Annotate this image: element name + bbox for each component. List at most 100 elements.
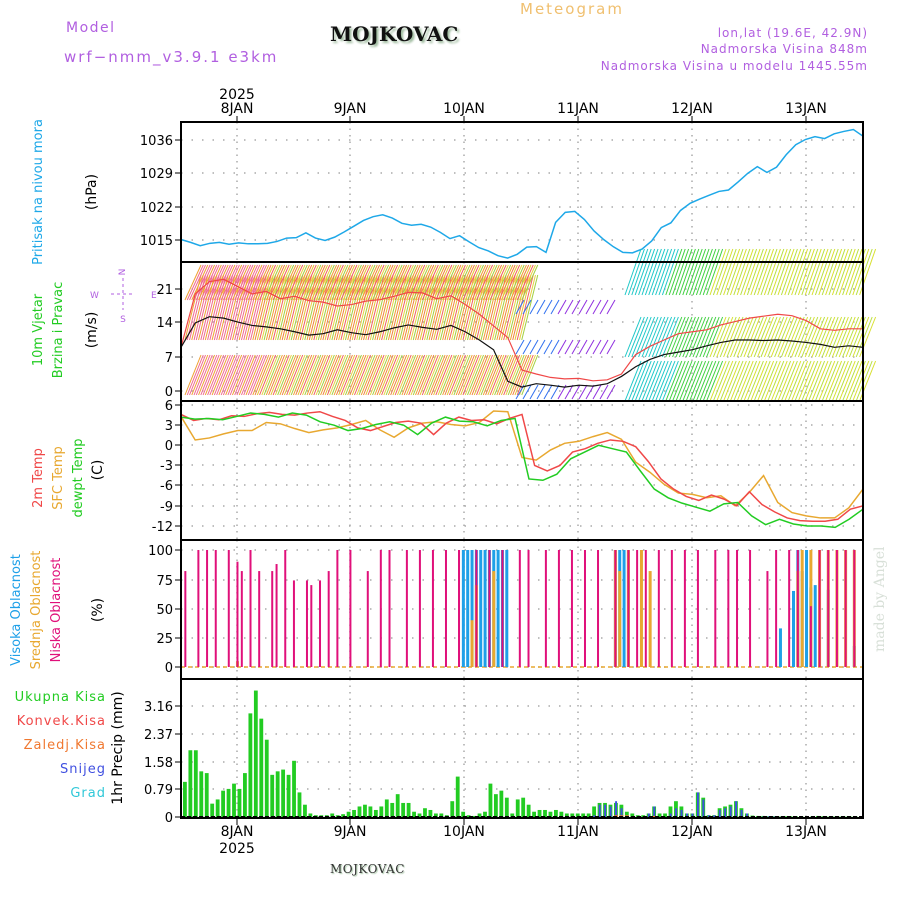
wind-barb <box>821 248 839 296</box>
wind-barb <box>213 354 231 396</box>
wind-barb <box>606 299 616 315</box>
wind-barb <box>726 360 744 402</box>
cloud-bar-niska-oblacnost <box>766 571 769 667</box>
precip-bar-total <box>504 797 509 817</box>
wind-barb <box>557 299 567 315</box>
wind-barb <box>408 354 426 396</box>
wind-barb <box>791 248 809 296</box>
cloud-bar-niska-oblacnost <box>696 550 699 667</box>
frame-layer <box>175 116 864 825</box>
x-tick-label-top: 13JAN <box>785 101 827 117</box>
wind-barb <box>342 354 360 396</box>
wind-barb <box>256 354 274 396</box>
wind-barb <box>204 264 222 301</box>
wind-barb <box>757 316 775 358</box>
wind-barb <box>469 264 487 301</box>
wind-barb <box>661 248 679 296</box>
temp-2m-label: 2m Temp <box>31 448 46 508</box>
wind-barb <box>265 264 283 301</box>
sfc-temp-label: SFC Temp <box>51 446 66 510</box>
wind-barb <box>354 264 371 301</box>
cloud-bar-niska-oblacnost <box>727 550 730 667</box>
wind-barb <box>444 264 462 301</box>
cloud-bar-niska-oblacnost <box>853 550 856 667</box>
wind-barb <box>494 264 512 301</box>
wind-barb <box>480 354 498 396</box>
wind-barb <box>638 316 656 358</box>
wind-barb <box>634 316 652 358</box>
temp-unit: (C) <box>90 460 106 481</box>
wind-barb <box>638 248 656 296</box>
wind-barb <box>311 264 329 301</box>
wind-barb <box>460 264 478 301</box>
wind-barb <box>356 264 374 301</box>
x-tick-label-bottom: 11JAN <box>557 824 599 840</box>
wind-barb <box>419 264 437 301</box>
wind-barb <box>437 354 455 396</box>
wind-barb <box>638 360 656 402</box>
wind-barb <box>347 354 365 396</box>
cloud-bar-niska-oblacnost <box>379 550 382 667</box>
cloud-bar-niska-oblacnost <box>327 571 330 667</box>
wind-barb <box>467 264 484 301</box>
wind-barb <box>529 339 539 355</box>
wind-barb <box>195 354 213 396</box>
x-tick-label-top: 11JAN <box>557 101 599 117</box>
wind-barb <box>655 316 673 358</box>
precip-bar-total <box>521 797 526 817</box>
precip-bar-total <box>466 815 471 817</box>
wind-barb <box>845 316 863 358</box>
wind-barb <box>709 248 727 296</box>
precip-bar-total <box>455 776 460 817</box>
dewpt-line <box>180 412 864 529</box>
wind-barb <box>571 384 581 400</box>
cloud-bar-niska-oblacnost <box>227 550 230 667</box>
wind-barb <box>509 354 527 396</box>
precip-bar-snow <box>707 815 710 817</box>
wind-barb <box>476 354 494 396</box>
precip-bar-total <box>570 813 575 817</box>
wind-barb <box>509 264 527 301</box>
wind-barb <box>487 264 505 301</box>
wind-barb <box>234 354 252 396</box>
wind-barb <box>655 248 673 296</box>
wind-barb <box>489 264 507 301</box>
wind-barb <box>428 264 446 301</box>
wind-barb <box>401 264 419 301</box>
precip-bar-snow <box>735 801 738 817</box>
wind-barb <box>448 354 466 396</box>
model-version: wrf−nmm_v3.9.1 e3km <box>64 48 279 66</box>
cloud-bar-niska-oblacnost <box>488 550 491 667</box>
cloud-bar-visoka-oblacnost <box>505 550 509 667</box>
precip-bar-total <box>341 814 346 817</box>
wind-barb <box>631 360 649 402</box>
wind-barb <box>229 354 247 396</box>
grid-layer <box>181 122 863 818</box>
precip-bar-total <box>204 773 209 817</box>
wind-barb <box>446 264 464 301</box>
wind-barb <box>648 360 666 402</box>
wind-barb <box>184 264 202 301</box>
wind-barb <box>421 354 439 396</box>
precip-bar-total <box>515 799 520 817</box>
wind-speed-line <box>180 316 864 388</box>
wind-barb <box>644 248 662 296</box>
precip-bar-total <box>483 811 487 817</box>
cloud-bar-niska-oblacnost <box>444 550 447 667</box>
wind-barb <box>777 248 795 296</box>
wind-barb <box>417 354 435 396</box>
wind-barb <box>658 360 676 402</box>
wind-barb <box>315 354 333 396</box>
wind-barb <box>444 354 462 396</box>
wind-barb <box>838 248 856 296</box>
wind-barb <box>442 354 460 396</box>
wind-barb <box>419 354 437 396</box>
wind-barb <box>634 360 652 402</box>
wind-barb <box>842 360 860 402</box>
y-tick-label: 50 <box>156 603 173 618</box>
cloud-bar-niska-oblacnost <box>418 550 421 667</box>
wind-barb <box>716 360 734 402</box>
wind-barb <box>216 264 234 301</box>
cloud-high-label: Visoka Oblacnost <box>9 554 24 666</box>
wind-barb <box>801 316 819 358</box>
